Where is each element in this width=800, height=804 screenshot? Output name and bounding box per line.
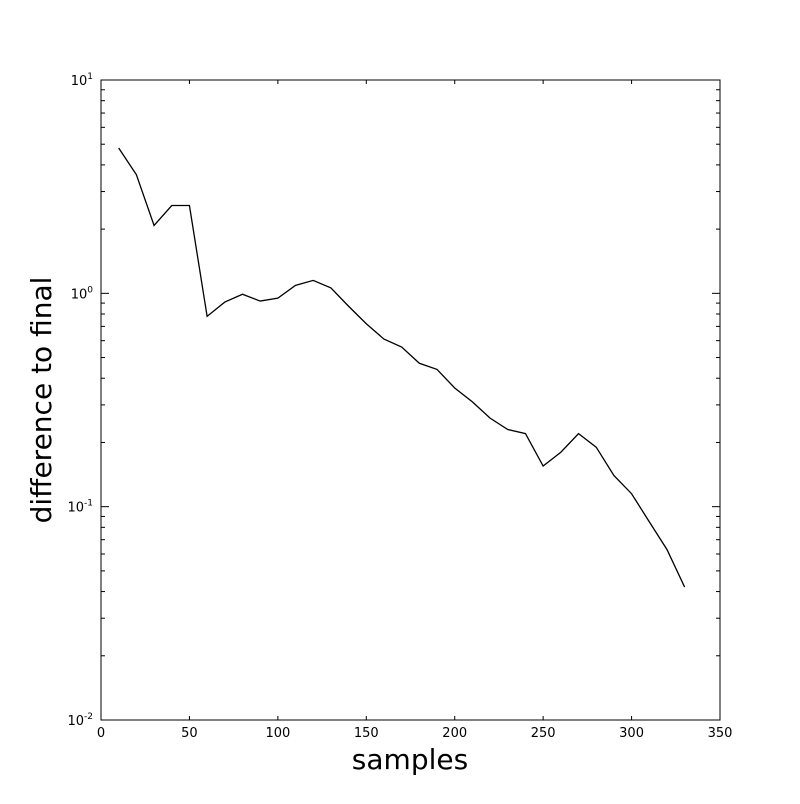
y-tick-label-exponent: -2 [84, 712, 93, 722]
y-tick-label-exponent: 0 [87, 285, 93, 295]
y-tick-label-exponent: -1 [84, 499, 93, 509]
y-tick-label-base: 10 [71, 74, 88, 89]
y-tick-label: 100 [71, 285, 94, 302]
x-tick-label: 100 [265, 726, 290, 741]
series-layer [118, 147, 686, 588]
x-tick-label: 0 [97, 726, 105, 741]
ticks-layer [100, 79, 721, 721]
x-axis-label: samples [352, 743, 468, 776]
x-tick-label: 250 [531, 726, 556, 741]
series-line [118, 147, 686, 588]
x-tick-label: 150 [354, 726, 379, 741]
x-tick-label: 50 [181, 726, 198, 741]
x-tick-label: 350 [708, 726, 733, 741]
x-tick-label: 200 [442, 726, 467, 741]
y-tick-label: 10-1 [67, 499, 93, 516]
plot-frame [100, 79, 721, 721]
y-tick-label-base: 10 [67, 714, 84, 729]
y-tick-label: 101 [71, 72, 93, 89]
y-tick-label-exponent: 1 [87, 72, 93, 82]
plot-area [101, 80, 720, 720]
x-tick-label: 300 [619, 726, 644, 741]
y-axis-label: difference to final [25, 277, 58, 524]
y-tick-label-base: 10 [67, 501, 84, 516]
y-tick-label-base: 10 [71, 287, 88, 302]
y-tick-label: 10-2 [67, 712, 93, 729]
